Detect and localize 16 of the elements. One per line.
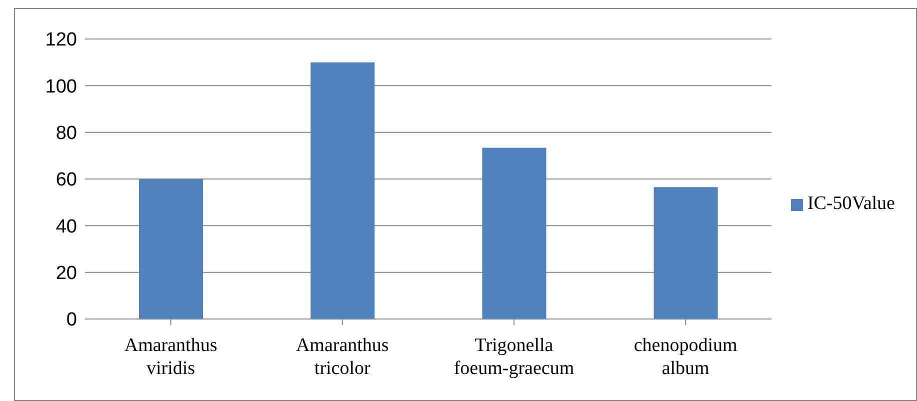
bar [654, 187, 718, 319]
y-tick-label: 20 [56, 263, 77, 284]
bar [139, 179, 203, 319]
x-tick-label: Trigonella foeum-graecum [454, 335, 574, 379]
x-tick-label: Amaranthus viridis [124, 335, 218, 379]
y-tick-label: 0 [66, 310, 77, 331]
x-tick-label: Amaranthus tricolor [296, 335, 389, 379]
x-tick-label: chenopodium album [634, 335, 738, 379]
bar [482, 148, 546, 319]
y-tick-label: 80 [56, 123, 77, 144]
legend-label: IC-50Value [807, 193, 895, 214]
y-tick-label: 40 [56, 216, 77, 238]
y-tick-label: 60 [56, 170, 77, 191]
bar [310, 62, 375, 319]
y-tick-label: 100 [45, 76, 77, 98]
y-tick-label: 120 [45, 30, 77, 51]
